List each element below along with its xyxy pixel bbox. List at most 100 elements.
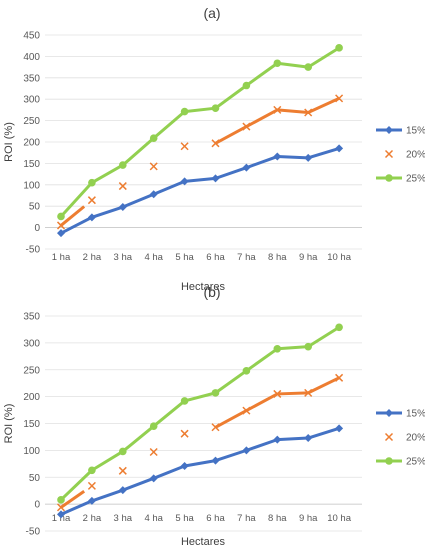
data-point (242, 367, 251, 375)
data-point (88, 466, 96, 475)
data-point (119, 447, 127, 456)
data-point (149, 422, 158, 430)
legend-label: 20% (406, 433, 425, 444)
legend-label: 25% (406, 457, 425, 468)
y-axis-title: ROI (%) (3, 122, 15, 162)
legend-item: 25% (376, 174, 425, 185)
y-axis-title: ROI (%) (3, 404, 15, 444)
data-point (149, 162, 158, 171)
series-line (214, 376, 340, 429)
data-point (87, 196, 96, 205)
data-point (180, 177, 189, 186)
data-point (180, 461, 189, 470)
y-tick-label: -50 (26, 527, 41, 538)
legend-marker (385, 174, 393, 182)
data-point (335, 373, 344, 382)
data-point (211, 456, 220, 465)
data-point (87, 481, 96, 490)
legend-label: 25% (406, 174, 425, 185)
data-point (242, 406, 251, 415)
x-tick-label: 10 ha (327, 252, 351, 263)
x-tick-label: 3 ha (114, 513, 133, 524)
x-tick-label: 6 ha (206, 252, 225, 263)
x-tick-label: 2 ha (83, 252, 102, 263)
data-point (57, 212, 65, 221)
data-point (119, 161, 127, 169)
data-point (304, 388, 313, 397)
data-point (273, 435, 282, 444)
x-tick-label: 6 ha (206, 513, 225, 524)
data-point (211, 423, 220, 432)
x-tick-label: 7 ha (237, 513, 256, 524)
data-point (273, 152, 282, 161)
x-tick-label: 1 ha (52, 513, 71, 524)
data-point (118, 182, 127, 191)
data-point (304, 342, 313, 351)
data-point (149, 190, 158, 199)
y-tick-label: 50 (29, 202, 41, 213)
x-tick-label: 1 ha (52, 252, 71, 263)
data-point (242, 122, 251, 131)
legend-item: 25% (376, 457, 425, 468)
data-point (180, 142, 189, 151)
y-tick-label: 350 (23, 312, 40, 323)
chart-panel-b: (b) -50 0 50 100 150 200 250 300 350 1 ha 2 ha 3 ha 4… (3, 284, 425, 548)
data-point (273, 389, 282, 398)
data-point (304, 108, 313, 117)
data-point (118, 203, 127, 212)
legend-label: 15% (406, 409, 425, 420)
data-point (149, 474, 158, 483)
chart-title: (a) (203, 5, 220, 21)
data-point (273, 344, 282, 353)
data-point (57, 496, 65, 504)
x-tick-label: 8 ha (268, 513, 287, 524)
chart-panel-a: (a) -50 0 50 100 150 200 250 300 350 400 450 1 ha 2 h… (3, 5, 425, 293)
legend-label: 20% (406, 150, 425, 161)
y-tick-label: 50 (29, 473, 41, 484)
data-point (304, 153, 313, 162)
data-point (335, 424, 344, 433)
data-point (56, 221, 66, 230)
data-point (242, 81, 251, 90)
legend-marker (385, 457, 393, 465)
data-point (88, 178, 96, 187)
data-point (273, 105, 282, 114)
data-point (57, 510, 65, 519)
series-line (60, 489, 86, 509)
y-tick-label: 350 (23, 73, 40, 84)
x-tick-label: 3 ha (114, 252, 133, 263)
series-line (60, 426, 340, 516)
data-point (56, 503, 66, 512)
data-point (335, 44, 343, 52)
y-tick-label: 150 (23, 159, 40, 170)
legend-item: 20% (384, 433, 425, 444)
series-line (59, 46, 340, 218)
data-point (87, 213, 96, 222)
data-point (335, 323, 343, 332)
x-tick-label: 4 ha (144, 513, 163, 524)
series-line (60, 146, 340, 235)
y-tick-label: 450 (23, 31, 40, 42)
data-point (211, 389, 220, 397)
legend-item: 15% (376, 126, 425, 137)
y-tick-label: 300 (23, 338, 40, 349)
x-tick-label: 9 ha (299, 252, 318, 263)
y-tick-label: -50 (26, 245, 41, 256)
y-tick-label: 100 (23, 446, 40, 457)
y-tick-label: 200 (23, 392, 40, 403)
legend-marker (385, 409, 393, 417)
data-point (149, 447, 158, 457)
data-point (180, 397, 189, 405)
x-tick-label: 8 ha (268, 252, 287, 263)
y-tick-label: 100 (23, 180, 40, 191)
data-point (211, 139, 220, 148)
data-point (118, 466, 127, 475)
data-point (118, 486, 127, 495)
x-tick-label: 2 ha (83, 513, 102, 524)
x-axis-title: Hectares (181, 281, 226, 293)
x-tick-label: 4 ha (144, 252, 163, 263)
data-point (87, 496, 96, 505)
data-point (335, 144, 344, 153)
data-point (211, 174, 220, 183)
data-point (180, 107, 189, 116)
